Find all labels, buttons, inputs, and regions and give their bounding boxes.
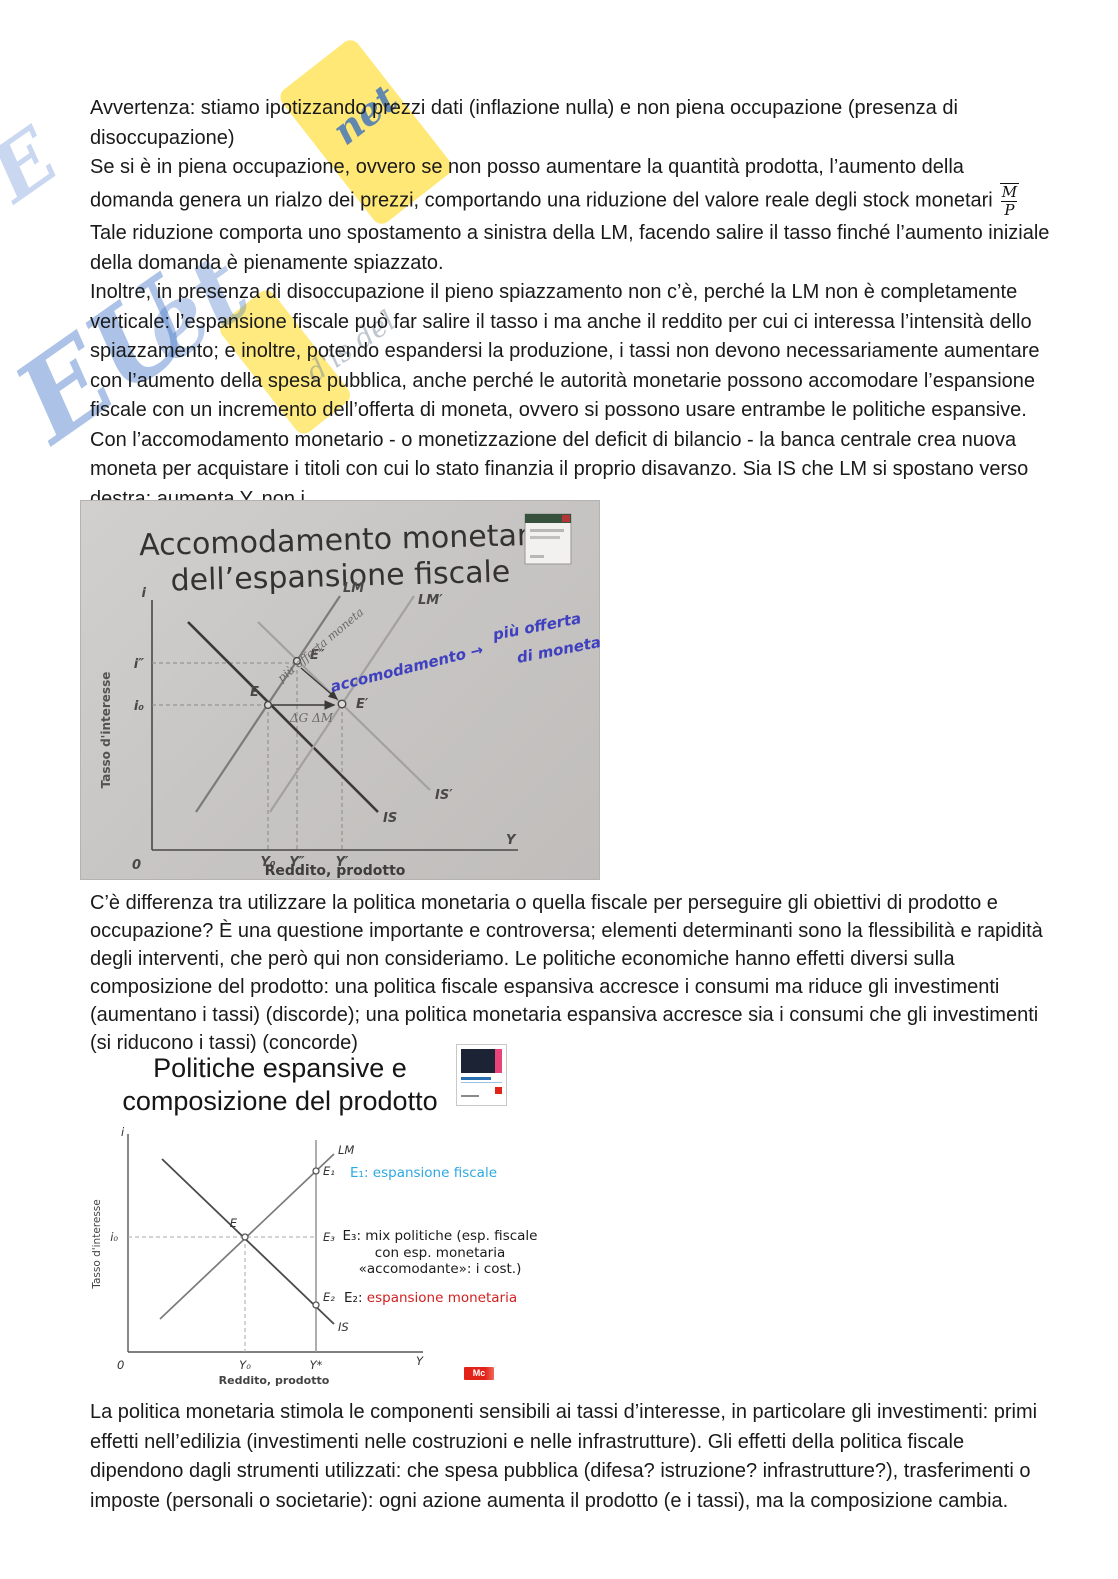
- middle-text-block: C’è differenza tra utilizzare la politic…: [90, 889, 1056, 1057]
- book-cover-image: [461, 1049, 495, 1073]
- legend-e1-espansione-fiscale: E₁: espansione fiscale: [350, 1165, 498, 1181]
- i0-tick: i₀: [110, 1230, 118, 1244]
- watermark-letters: E: [0, 111, 75, 220]
- y-axis-letter: i: [121, 1125, 125, 1139]
- pen-annotation-line3: di moneta: [515, 633, 600, 667]
- point-e-prime-label: E′: [356, 697, 369, 712]
- islm-diagram-1: Accomodamento monetario dell’espansione …: [99, 513, 603, 879]
- lm-label: LM: [343, 581, 364, 596]
- legend-e2-prefix: E₂:: [344, 1290, 367, 1306]
- y-prime-tick: Y′: [336, 855, 349, 870]
- y-axis-letter: i: [142, 586, 147, 601]
- paragraph-differenza-politiche: C’è differenza tra utilizzare la politic…: [90, 892, 1043, 1054]
- is-curve: [187, 621, 379, 813]
- equilibrium-points: [263, 656, 347, 710]
- diagram-labels: i i″ i₀ 0 Y Y₀ Y″ Y′ E E″ E′ LM LM′ IS I…: [132, 581, 517, 873]
- paragraph-inoltre: Inoltre, in presenza di disoccupazione i…: [90, 281, 1040, 510]
- x-axis-title: Reddito, prodotto: [219, 1374, 330, 1387]
- book-rule-line: [461, 1082, 502, 1083]
- paragraph-piena-occupazione: Se si è in piena occupazione, ovvero se …: [90, 153, 1050, 219]
- y-axis-title: Tasso d'interesse: [91, 1199, 103, 1289]
- paragraph-avvertenza: Avvertenza: stiamo ipotizzando prezzi da…: [90, 97, 958, 149]
- pencil-annotation-dg: ΔG ΔM: [289, 711, 334, 725]
- point-e-label: E: [250, 685, 259, 700]
- y0-tick: Y₀: [260, 855, 275, 870]
- x-axis-letter: Y: [416, 1354, 424, 1368]
- legend-e3-line2: con esp. monetaria: [374, 1244, 506, 1261]
- axes: [151, 600, 518, 851]
- book-title-line: [461, 1077, 491, 1080]
- legend-e3-line1: E₃: mix politiche (esp. fiscale: [342, 1228, 538, 1244]
- fraction-denominator: P: [1001, 200, 1018, 219]
- legend-e3-mix-politiche: E₃: mix politiche (esp. fiscale con esp.…: [332, 1228, 548, 1278]
- paragraph-tale-riduzione: Tale riduzione comporta uno spostamento …: [90, 222, 1050, 274]
- fraction-numerator: M: [999, 182, 1020, 201]
- slide2-title: Politiche espansive e composizione del p…: [100, 1052, 460, 1118]
- legend-e2-text: espansione monetaria: [366, 1290, 518, 1306]
- pen-annotation-line1: accomodamento →: [329, 640, 485, 695]
- is-curve: [161, 1158, 335, 1325]
- point-e3-label: E₃: [323, 1230, 335, 1244]
- islm-diagram-2-svg: i i₀ E E₁ E₃ E₂ LM IS 0 Y₀ Y* Y Tasso d'…: [91, 1125, 424, 1387]
- is-prime-label: IS′: [435, 788, 453, 803]
- book-cover-stripe: [495, 1049, 502, 1073]
- paragraph-politica-monetaria: La politica monetaria stimola le compone…: [90, 1401, 1038, 1512]
- slide2-title-line2: composizione del prodotto: [122, 1086, 438, 1116]
- final-text-block: La politica monetaria stimola le compone…: [90, 1398, 1056, 1516]
- book-authors-line: [461, 1095, 479, 1097]
- mcgraw-hill-logo-icon: [495, 1087, 502, 1094]
- ystar-tick: Y*: [310, 1358, 323, 1372]
- x-axis-letter: Y: [506, 833, 517, 848]
- slide2-title-line1: Politiche espansive e: [153, 1053, 407, 1083]
- x-axis-title: Reddito, prodotto: [265, 863, 406, 879]
- legend-e2-espansione-monetaria: E₂: espansione monetaria: [344, 1290, 517, 1306]
- paragraph-piena-occupazione-text: Se si è in piena occupazione, ovvero se …: [90, 156, 993, 212]
- top-text-block: Avvertenza: stiamo ipotizzando prezzi da…: [90, 94, 1050, 514]
- diagonal-shift-arrow: [300, 667, 339, 700]
- slide-title: Accomodamento monetario dell’espansione …: [139, 517, 557, 599]
- origin-label: 0: [132, 858, 141, 873]
- y-doubleprime-tick: Y″: [289, 855, 304, 870]
- slide-photo-accomodamento: Accomodamento monetario dell’espansione …: [80, 500, 603, 880]
- is-label: IS: [338, 1320, 349, 1334]
- point-e-label: E: [230, 1216, 238, 1230]
- pen-annotation: accomodamento → più offerta di moneta: [329, 609, 603, 696]
- islm-diagram-2: i i₀ E E₁ E₃ E₂ LM IS 0 Y₀ Y* Y Tasso d'…: [88, 1124, 548, 1394]
- point-e-doubleprime-label: E″: [310, 648, 325, 663]
- i-doubleprime-tick: i″: [134, 657, 144, 672]
- equilibrium-points: [241, 1167, 320, 1309]
- mcgraw-hill-badge: Mc: [464, 1367, 494, 1380]
- slide-title-line2: dell’espansione fiscale: [170, 555, 511, 599]
- legend-e3-line3: «accomodante»: i cost.): [358, 1261, 522, 1277]
- is-label: IS: [383, 811, 397, 826]
- point-e2-label: E₂: [323, 1290, 335, 1304]
- i0-tick: i₀: [134, 699, 144, 714]
- dashed-guides: [128, 1236, 316, 1352]
- y0-tick: Y₀: [239, 1358, 251, 1372]
- y-axis-title: Tasso d'interesse: [99, 672, 113, 789]
- point-e1-label: E₁: [323, 1164, 335, 1178]
- axes: [127, 1134, 423, 1353]
- book-cover-thumbnail: [456, 1044, 507, 1106]
- lm-prime-label: LM′: [418, 593, 443, 608]
- origin-label: 0: [117, 1358, 124, 1372]
- slide-corner-window-icon: [524, 513, 572, 565]
- diagram-labels: i i₀ E E₁ E₃ E₂ LM IS 0 Y₀ Y* Y: [110, 1125, 424, 1372]
- dashed-guides: [152, 662, 343, 850]
- lm-label: LM: [338, 1143, 354, 1157]
